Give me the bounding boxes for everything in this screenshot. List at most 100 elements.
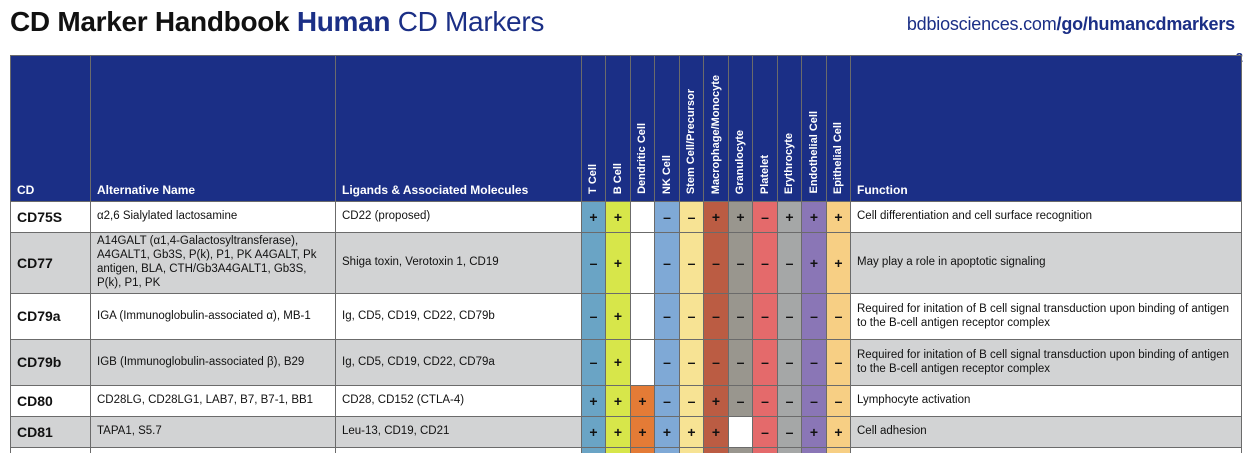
alternative-name: IGA (Immunoglobulin-associated α), MB-1 xyxy=(90,293,336,340)
cell-type-label: B Cell xyxy=(611,162,624,194)
marker-cell: + xyxy=(605,293,631,340)
marker-cell: + xyxy=(654,416,680,448)
alternative-name: CD28LG, CD28LG1, LAB7, B7, B7-1, BB1 xyxy=(90,385,336,417)
marker-cell: + xyxy=(605,385,631,417)
marker-cell xyxy=(630,293,655,340)
function: Cell adhesion xyxy=(850,416,1242,448)
marker-cell: – xyxy=(752,416,778,448)
function: Required for initation of B cell signal … xyxy=(850,293,1242,340)
marker-cell: + xyxy=(801,201,827,233)
table-row xyxy=(10,447,1242,453)
title-cd-markers: CD Markers xyxy=(397,6,545,37)
marker-cell xyxy=(679,447,704,453)
table-row: CD79a IGA (Immunoglobulin-associated α), … xyxy=(10,293,1242,340)
marker-cell: + xyxy=(703,416,729,448)
marker-cell xyxy=(752,447,778,453)
marker-cell: – xyxy=(728,339,753,386)
marker-cell: + xyxy=(679,416,704,448)
col-header-cell-type: Granulocyte xyxy=(728,55,753,202)
marker-cell: – xyxy=(777,339,802,386)
cd-marker-table: CD Alternative Name Ligands & Associated… xyxy=(10,55,1242,453)
marker-cell: + xyxy=(581,416,606,448)
cd-name: CD80 xyxy=(10,385,91,417)
col-header-function: Function xyxy=(850,55,1242,202)
marker-cell: – xyxy=(703,293,729,340)
cd-name: CD79a xyxy=(10,293,91,340)
marker-cell: + xyxy=(826,416,851,448)
function: Cell differentiation and cell surface re… xyxy=(850,201,1242,233)
marker-cell: + xyxy=(826,232,851,294)
marker-cell: + xyxy=(605,201,631,233)
table-row: CD79b IGB (Immunoglobulin-associated β), … xyxy=(10,339,1242,386)
marker-cell: – xyxy=(728,385,753,417)
marker-cell: – xyxy=(679,232,704,294)
marker-cell: + xyxy=(581,201,606,233)
marker-cell: – xyxy=(654,232,680,294)
marker-cell: – xyxy=(654,201,680,233)
col-header-cell-type: Erythrocyte xyxy=(777,55,802,202)
marker-cell: + xyxy=(605,232,631,294)
marker-cell: – xyxy=(581,339,606,386)
marker-cell xyxy=(728,416,753,448)
cell-type-label: NK Cell xyxy=(660,154,673,194)
ligands: CD22 (proposed) xyxy=(335,201,582,233)
handbook-title: CD Marker Handbook Human CD Markers xyxy=(10,6,544,38)
marker-cell: + xyxy=(703,385,729,417)
cell-type-label: Macrophage/Monocyte xyxy=(709,74,722,194)
marker-cell: + xyxy=(777,201,802,233)
ligands: Shiga toxin, Verotoxin 1, CD19 xyxy=(335,232,582,294)
marker-cell: – xyxy=(654,385,680,417)
page-header: CD Marker Handbook Human CD Markers bdbi… xyxy=(0,0,1243,48)
marker-cell xyxy=(630,447,655,453)
marker-cell xyxy=(630,201,655,233)
cd-name xyxy=(10,447,91,453)
marker-cell: + xyxy=(605,339,631,386)
cd-name: CD79b xyxy=(10,339,91,386)
table-row: CD80 CD28LG, CD28LG1, LAB7, B7, B7-1, BB1… xyxy=(10,385,1242,417)
alternative-name xyxy=(90,447,336,453)
marker-cell: + xyxy=(605,416,631,448)
marker-cell xyxy=(801,447,827,453)
marker-cell: + xyxy=(630,416,655,448)
marker-cell: – xyxy=(679,293,704,340)
table-header-row: CD Alternative Name Ligands & Associated… xyxy=(10,55,1242,202)
function xyxy=(850,447,1242,453)
title-main: CD Marker Handbook xyxy=(10,6,290,37)
marker-cell: + xyxy=(728,201,753,233)
alternative-name: α2,6 Sialylated lactosamine xyxy=(90,201,336,233)
col-header-cell-type: B Cell xyxy=(605,55,631,202)
cd-name: CD81 xyxy=(10,416,91,448)
cell-type-label: Dendritic Cell xyxy=(636,123,648,194)
col-header-alternative-name: Alternative Name xyxy=(90,55,336,202)
col-header-ligands: Ligands & Associated Molecules xyxy=(335,55,582,202)
marker-cell xyxy=(826,447,851,453)
website-link[interactable]: bdbiosciences.com/go/humancdmarkers xyxy=(907,14,1235,35)
cell-type-label: Stem Cell/Precursor xyxy=(685,88,697,194)
marker-cell: – xyxy=(728,232,753,294)
marker-cell: – xyxy=(654,293,680,340)
marker-cell xyxy=(728,447,753,453)
marker-cell: + xyxy=(581,385,606,417)
function: Lymphocyte activation xyxy=(850,385,1242,417)
marker-cell: – xyxy=(777,293,802,340)
marker-cell xyxy=(605,447,631,453)
marker-cell: – xyxy=(801,293,827,340)
marker-cell: – xyxy=(752,293,778,340)
marker-cell xyxy=(630,339,655,386)
marker-cell: – xyxy=(801,339,827,386)
marker-cell: – xyxy=(703,232,729,294)
ligands: Leu-13, CD19, CD21 xyxy=(335,416,582,448)
url-base: bdbiosciences.com xyxy=(906,14,1057,34)
marker-cell: + xyxy=(801,416,827,448)
col-header-cd: CD xyxy=(10,55,91,202)
table-body: CD75S α2,6 Sialylated lactosamine CD22 (pr… xyxy=(10,201,1242,453)
marker-cell xyxy=(703,447,729,453)
table-row: CD81 TAPA1, S5.7 Leu-13, CD19, CD21 + + + + + + –… xyxy=(10,416,1242,448)
marker-cell xyxy=(777,447,802,453)
marker-cell: + xyxy=(630,385,655,417)
marker-cell xyxy=(630,232,655,294)
marker-cell: – xyxy=(777,232,802,294)
marker-cell: + xyxy=(826,201,851,233)
marker-cell: – xyxy=(752,385,778,417)
ligands: Ig, CD5, CD19, CD22, CD79b xyxy=(335,293,582,340)
